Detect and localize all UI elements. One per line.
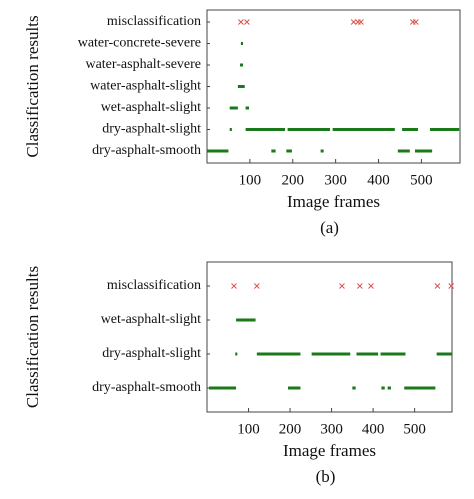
- subplot: 100 200 300 400 500 Image frames Classificatio…: [23, 9, 461, 237]
- misclassification-marker: [350, 19, 357, 25]
- misclassification-marker: [244, 19, 250, 25]
- misclassification-marker: [356, 283, 363, 289]
- misclassification-marker: [253, 283, 260, 289]
- misclassification-marker: [231, 283, 237, 289]
- category-label: dry-asphalt-slight: [102, 346, 201, 361]
- class-segment: [235, 352, 238, 356]
- class-segment: [287, 128, 331, 131]
- x-tick-label: 400: [362, 421, 385, 437]
- class-segment: [429, 128, 460, 131]
- class-segment: [436, 352, 452, 356]
- class-segment: [236, 318, 256, 322]
- class-segment: [332, 128, 395, 131]
- misclassification-marker: [368, 283, 374, 289]
- class-segment: [229, 128, 232, 131]
- misclassification-marker: [434, 283, 441, 289]
- class-segment: [209, 386, 237, 390]
- misclassification-marker: [238, 19, 244, 25]
- x-tick-label: 200: [279, 421, 302, 437]
- misclassification-marker: [358, 19, 364, 25]
- class-segment: [240, 42, 244, 45]
- category-label: wet-asphalt-slight: [101, 100, 201, 115]
- class-segment: [404, 386, 436, 390]
- category-label: dry-asphalt-smooth: [92, 143, 201, 158]
- subplot: 100 200 300 400 500 Image frames Classificatio…: [23, 261, 455, 486]
- class-segment: [245, 128, 286, 131]
- axes-frame: [206, 261, 453, 413]
- category-label: wet-asphalt-slight: [101, 312, 201, 327]
- class-segment: [381, 386, 385, 390]
- class-segment: [287, 386, 301, 390]
- class-segment: [397, 149, 410, 153]
- class-segment: [271, 149, 276, 153]
- class-segment: [320, 149, 324, 153]
- y-axis-label: Classification results: [23, 266, 42, 408]
- class-segment: [387, 386, 391, 390]
- class-segment: [311, 352, 351, 356]
- category-label: water-asphalt-slight: [90, 79, 201, 94]
- caption: (a): [320, 218, 339, 237]
- class-segment: [380, 352, 406, 356]
- y-axis-label: Classification results: [23, 15, 42, 157]
- x-tick-label: 200: [282, 172, 305, 188]
- x-tick-label: 300: [320, 421, 343, 437]
- x-axis-label: Image frames: [283, 441, 376, 460]
- x-axis-label: Image frames: [287, 192, 380, 211]
- category-label: dry-asphalt-slight: [102, 122, 201, 137]
- x-tick-label: 500: [403, 421, 426, 437]
- class-segment: [352, 386, 356, 390]
- category-label: water-asphalt-severe: [85, 57, 201, 72]
- axes-frame: [206, 9, 461, 164]
- x-tick-label: 300: [324, 172, 347, 188]
- misclassification-marker: [448, 283, 455, 289]
- class-segment: [245, 106, 250, 110]
- misclassification-marker: [412, 19, 419, 25]
- class-segment: [356, 352, 379, 356]
- category-label: misclassification: [107, 14, 201, 29]
- x-tick-label: 100: [237, 421, 260, 437]
- class-segment: [414, 149, 433, 153]
- misclassification-marker: [339, 283, 345, 289]
- class-segment: [229, 106, 238, 110]
- category-label: water-concrete-severe: [78, 36, 201, 51]
- class-segment: [207, 149, 229, 153]
- class-segment: [237, 85, 245, 88]
- category-label: misclassification: [107, 278, 201, 293]
- class-segment: [240, 63, 244, 67]
- x-tick-label: 100: [239, 172, 262, 188]
- class-segment: [286, 149, 292, 153]
- caption: (b): [316, 467, 336, 486]
- category-label: dry-asphalt-smooth: [92, 380, 201, 395]
- class-segment: [402, 128, 418, 131]
- x-tick-label: 500: [410, 172, 433, 188]
- class-segment: [256, 352, 301, 356]
- x-tick-label: 400: [367, 172, 390, 188]
